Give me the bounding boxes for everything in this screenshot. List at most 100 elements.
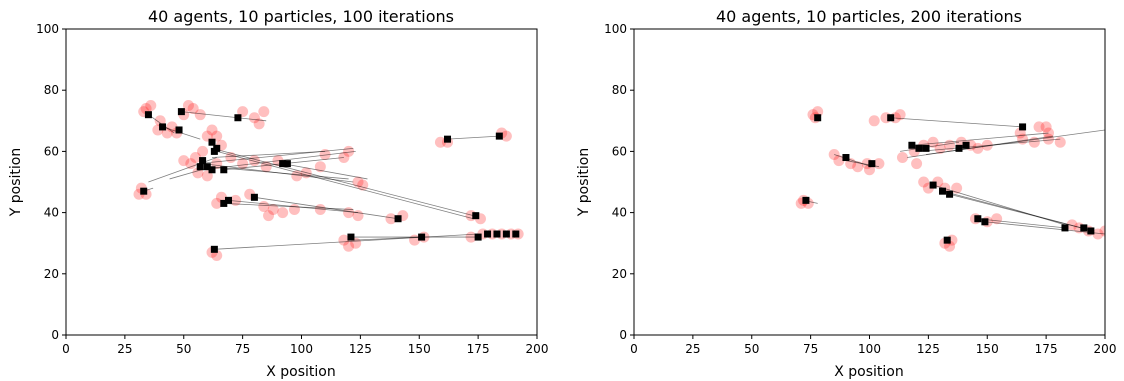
- right-x-axis-label: X position: [834, 364, 904, 380]
- left-particle-point: [145, 100, 157, 111]
- right-particle-point: [896, 152, 908, 164]
- left-particle-point: [237, 158, 249, 170]
- right-agent-marker: [1019, 123, 1027, 131]
- right-y-tick-label: 20: [612, 267, 627, 281]
- right-x-tick-label: 125: [917, 342, 940, 356]
- left-x-tick-label: 75: [235, 342, 250, 356]
- left-agent-marker: [210, 147, 218, 155]
- right-agent-marker: [955, 144, 963, 152]
- left-agent-marker: [474, 233, 482, 241]
- right-agent-marker: [939, 187, 947, 195]
- left-trajectory-line: [211, 151, 326, 158]
- left-particle-point: [206, 124, 218, 136]
- right-particle-point: [927, 136, 939, 148]
- left-agent-marker: [177, 108, 185, 116]
- right-particle-point: [1066, 219, 1078, 231]
- left-particle-point: [288, 204, 300, 216]
- left-trajectory-line: [353, 236, 422, 241]
- left-particle-point: [178, 155, 190, 167]
- left-agent-marker: [210, 245, 218, 253]
- left-agent-marker: [220, 166, 228, 174]
- right-y-axis-label: Y position: [576, 148, 592, 217]
- left-chart-panel: 40 agents, 10 particles, 100 iterations …: [8, 7, 548, 380]
- left-y-tick-label: 100: [36, 22, 59, 36]
- left-agent-marker: [493, 230, 501, 238]
- right-trajectory-line: [900, 141, 960, 152]
- right-x-tick-label: 100: [858, 342, 881, 356]
- left-agent-marker: [484, 230, 492, 238]
- left-y-tick-label: 80: [44, 83, 59, 97]
- right-agent-marker: [915, 144, 923, 152]
- left-agent-marker: [250, 193, 258, 201]
- right-particle-point: [1092, 228, 1104, 240]
- left-particle-point: [187, 103, 199, 115]
- left-agent-marker: [279, 160, 287, 168]
- left-agent-marker: [224, 196, 232, 204]
- left-particle-point: [230, 194, 242, 206]
- left-agent-marker: [196, 163, 204, 171]
- right-agent-marker: [929, 181, 937, 189]
- right-particle-point: [1054, 136, 1066, 148]
- left-y-tick-label: 0: [51, 328, 59, 342]
- left-agent-marker: [502, 230, 510, 238]
- left-x-tick-label: 100: [290, 342, 313, 356]
- left-particle-point: [500, 130, 512, 142]
- right-agent-marker: [1087, 227, 1095, 235]
- left-particle-point: [263, 210, 275, 222]
- left-trajectory-line: [202, 151, 356, 171]
- left-trajectory-line: [211, 147, 474, 217]
- left-particle-point: [253, 118, 265, 130]
- right-particle-point: [1033, 121, 1045, 133]
- left-particle-point: [352, 176, 364, 188]
- left-agent-marker: [418, 233, 426, 241]
- right-particle-point: [911, 158, 923, 170]
- left-particle-point: [197, 145, 209, 157]
- right-x-tick-label: 200: [1094, 342, 1117, 356]
- left-chart-title: 40 agents, 10 particles, 100 iterations: [148, 7, 454, 26]
- right-agent-marker: [962, 141, 970, 149]
- left-y-tick-label: 60: [44, 144, 59, 158]
- left-particle-point: [248, 112, 260, 124]
- right-trajectory-line: [911, 132, 1049, 146]
- left-x-tick-label: 125: [349, 342, 372, 356]
- left-trajectory-line: [197, 147, 354, 165]
- left-particle-point: [211, 197, 223, 209]
- right-particle-point: [894, 109, 906, 121]
- left-trajectory-line: [214, 233, 479, 250]
- left-agent-marker: [512, 230, 520, 238]
- left-agent-marker: [495, 132, 503, 140]
- right-agent-marker: [842, 154, 850, 162]
- right-agent-marker: [943, 236, 951, 244]
- right-trajectory-line: [890, 117, 1023, 128]
- right-x-tick-label: 50: [744, 342, 759, 356]
- left-x-tick-label: 150: [408, 342, 431, 356]
- right-x-tick-label: 0: [630, 342, 638, 356]
- left-agent-marker: [208, 138, 216, 146]
- right-particle-point: [852, 161, 864, 173]
- left-particle-point: [267, 204, 279, 216]
- right-particle-point: [951, 182, 963, 194]
- left-x-tick-label: 25: [117, 342, 132, 356]
- left-x-tick-label: 0: [62, 342, 70, 356]
- right-y-tick-label: 80: [612, 83, 627, 97]
- left-particle-point: [190, 152, 202, 164]
- left-agent-marker: [159, 123, 167, 131]
- right-agent-marker: [981, 218, 989, 226]
- right-x-tick-label: 25: [685, 342, 700, 356]
- right-agent-marker: [1061, 224, 1069, 232]
- left-agent-marker: [144, 111, 152, 119]
- left-agent-marker: [234, 114, 242, 122]
- left-trajectory-line: [207, 166, 349, 180]
- left-trajectory-line: [223, 203, 354, 210]
- right-agent-marker: [868, 160, 876, 168]
- right-trajectory-line: [834, 154, 872, 168]
- left-particle-point: [194, 109, 206, 121]
- left-particle-point: [385, 213, 397, 225]
- left-particle-point: [258, 106, 270, 118]
- right-agent-marker: [974, 215, 982, 223]
- left-agent-marker: [208, 166, 216, 174]
- left-trajectory-line: [254, 196, 399, 220]
- left-x-tick-label: 175: [467, 342, 490, 356]
- left-agent-marker: [347, 233, 355, 241]
